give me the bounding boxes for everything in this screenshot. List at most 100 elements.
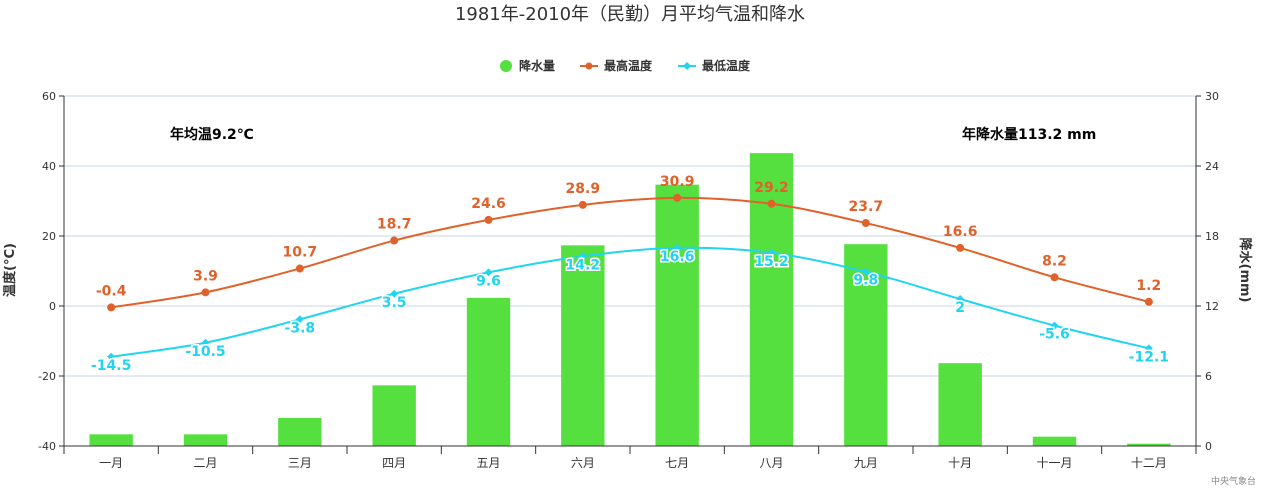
low-temp-label-5: 14.2	[566, 257, 601, 273]
legend-item-precip[interactable]: 降水量	[500, 58, 555, 73]
y-right-tick-label-3: 18	[1205, 230, 1219, 243]
low-temp-label-7: 15.2	[754, 254, 789, 270]
low-temp-point-11	[1144, 344, 1153, 353]
y-right-tick-label-5: 30	[1205, 90, 1219, 103]
low-temp-point-2	[295, 315, 304, 324]
high-temp-point-4	[484, 215, 493, 224]
high-temp-point-10	[1050, 273, 1059, 282]
low-temp-label-3: 3.5	[382, 295, 407, 311]
high-temp-label-1: 3.9	[193, 268, 218, 284]
low-temp-label-2: -3.8	[285, 320, 316, 336]
x-category-label-1: 二月	[193, 456, 217, 470]
low-temp-label-0: -14.5	[91, 358, 131, 374]
x-category-label-9: 十月	[948, 456, 972, 470]
legend-low-marker	[683, 62, 691, 70]
x-category-label-0: 一月	[99, 456, 123, 470]
y-left-tick-label-3: 20	[42, 230, 56, 243]
y-left-tick-label-5: 60	[42, 90, 56, 103]
chart-title: 1981年-2010年（民勤）月平均气温和降水	[455, 4, 805, 25]
high-temp-point-0	[107, 303, 116, 312]
high-temp-line	[111, 196, 1150, 309]
precip-bar-4	[466, 297, 511, 446]
high-temp-label-9: 16.6	[943, 224, 978, 240]
high-temp-label-7: 29.2	[754, 180, 789, 196]
high-temp-label-3: 18.7	[377, 217, 412, 233]
legend-low-label: 最低温度	[702, 58, 751, 73]
legend-item-low[interactable]: 最低温度	[678, 58, 751, 73]
low-temp-label-6: 16.6	[660, 249, 695, 265]
axes: -40 -20 0 20 40 60 0 6 12 18 24 30 一月 二月 三月 四月 五月 六月 七月 八月 九…	[38, 90, 1219, 470]
legend-precip-marker	[500, 60, 512, 72]
low-temp-label-8: 9.8	[853, 273, 878, 289]
low-temp-point-1	[201, 338, 210, 347]
precip-bar-0	[89, 434, 133, 446]
legend-item-high[interactable]: 最高温度	[580, 58, 653, 73]
high-temp-label-6: 30.9	[660, 174, 695, 190]
x-category-label-4: 五月	[476, 456, 500, 470]
high-temp-label-4: 24.6	[471, 196, 506, 212]
low-temp-line	[111, 246, 1150, 358]
low-temp-point-9	[956, 295, 965, 303]
low-temp-point-7	[767, 248, 776, 257]
low-temp-point-8	[861, 267, 870, 276]
x-category-label-11: 十二月	[1131, 456, 1167, 470]
y-right-tick-label-0: 0	[1205, 440, 1212, 453]
precip-bar-2	[278, 418, 322, 446]
x-category-label-7: 八月	[759, 456, 783, 470]
high-temp-point-9	[956, 243, 965, 252]
high-temp-point-5	[578, 200, 587, 209]
low-temp-point-10	[1050, 321, 1059, 330]
high-temp-point-11	[1144, 297, 1153, 306]
y-right-tick-label-2: 12	[1205, 300, 1219, 313]
y-right-title: 降水(mm)	[1237, 238, 1253, 303]
credit-label: 中央气象台	[1211, 475, 1256, 487]
precip-bar-5	[561, 245, 605, 446]
precip-bar-8	[844, 244, 888, 446]
low-temp-label-4: 9.6	[476, 273, 501, 289]
legend[interactable]: 降水量 最高温度 最低温度	[500, 58, 751, 73]
precip-bar-10	[1032, 436, 1077, 446]
legend-precip-label: 降水量	[519, 58, 555, 73]
data-labels: -0.4 3.9 10.7 18.7 24.6 28.9 30.9 29.2 23.7 16.6 8…	[89, 174, 1170, 375]
temperature-lines	[107, 193, 1153, 361]
x-category-label-10: 十一月	[1036, 456, 1072, 470]
y-right-tick-label-4: 24	[1205, 160, 1219, 173]
x-category-label-5: 六月	[571, 456, 595, 470]
annotation-annual-precip: 年降水量113.2 mm	[962, 126, 1096, 143]
precip-bar-9	[938, 363, 982, 446]
x-category-label-6: 七月	[665, 456, 689, 470]
high-temp-point-7	[767, 199, 776, 208]
precip-bar-1	[183, 434, 228, 446]
legend-high-label: 最高温度	[604, 58, 653, 73]
y-left-tick-label-4: 40	[42, 160, 56, 173]
precip-bar-11	[1127, 443, 1171, 446]
y-right-tick-label-1: 6	[1205, 370, 1212, 383]
x-category-label-8: 九月	[854, 456, 878, 470]
low-temp-label-1: -10.5	[185, 344, 225, 360]
precip-bars	[89, 153, 1171, 446]
high-temp-point-8	[861, 219, 870, 228]
precip-bar-3	[372, 385, 416, 446]
y-left-title: 温度(°C)	[2, 243, 18, 297]
low-temp-label-9: 2	[955, 300, 965, 316]
low-temp-point-6	[673, 243, 682, 252]
low-temp-label-10: -5.6	[1039, 327, 1070, 343]
precip-bar-7	[749, 153, 794, 446]
high-temp-label-0: -0.4	[96, 283, 127, 299]
high-temp-label-5: 28.9	[566, 181, 601, 197]
y-left-tick-label-2: 0	[49, 300, 56, 313]
y-left-tick-label-0: -40	[38, 440, 56, 453]
high-temp-point-3	[390, 236, 399, 245]
grid	[64, 95, 1196, 377]
x-category-label-3: 四月	[382, 456, 406, 470]
high-temp-label-8: 23.7	[849, 199, 884, 215]
high-temp-label-2: 10.7	[283, 245, 318, 261]
legend-high-marker	[585, 62, 593, 70]
y-left-tick-label-1: -20	[38, 370, 56, 383]
high-temp-point-6	[673, 193, 682, 202]
low-temp-point-5	[578, 252, 587, 261]
low-temp-point-0	[107, 352, 116, 361]
high-temp-label-11: 1.2	[1136, 278, 1161, 294]
